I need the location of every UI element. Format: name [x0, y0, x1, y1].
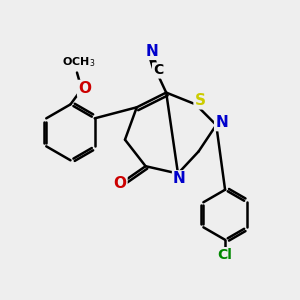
Text: O: O: [78, 81, 91, 96]
Text: C: C: [153, 64, 164, 77]
Text: N: N: [146, 44, 159, 59]
Text: S: S: [195, 93, 206, 108]
Text: O: O: [113, 176, 127, 191]
Text: Cl: Cl: [218, 248, 232, 262]
Text: N: N: [215, 115, 228, 130]
Text: OCH$_3$: OCH$_3$: [62, 55, 95, 69]
Text: N: N: [173, 171, 186, 186]
